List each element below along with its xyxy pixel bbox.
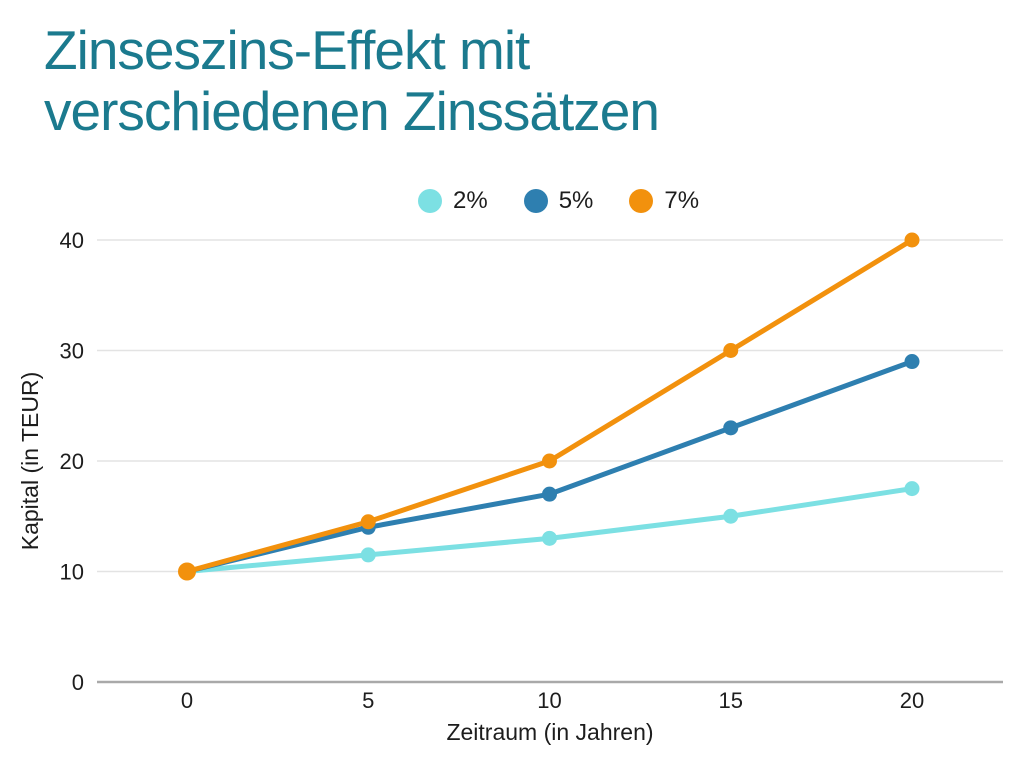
data-point-7%-year20 — [904, 232, 920, 248]
x-tick-label-10: 10 — [537, 688, 561, 713]
y-tick-label-0: 0 — [72, 670, 84, 695]
data-point-2%-year5 — [360, 547, 376, 563]
data-point-7%-year10 — [542, 453, 557, 469]
y-axis-label: Kapital (in TEUR) — [17, 372, 43, 551]
data-point-2%-year20 — [904, 481, 920, 497]
x-tick-label-0: 0 — [181, 688, 193, 713]
x-tick-label-20: 20 — [900, 688, 924, 713]
x-tick-label-15: 15 — [719, 688, 743, 713]
chart-title-line2: verschiedenen Zinssätzen — [44, 79, 660, 142]
legend-item-5pct: 5% — [523, 187, 594, 215]
data-point-7%-year5 — [360, 514, 376, 530]
x-axis-label: Zeitraum (in Jahren) — [446, 719, 653, 745]
chart-title: Zinseszins-Effekt mit verschiedenen Zins… — [44, 19, 660, 142]
x-tick-label-5: 5 — [362, 688, 374, 713]
legend-dot-5pct-icon — [523, 189, 548, 213]
y-tick-label-20: 20 — [60, 449, 84, 474]
legend-dot-2pct-icon — [418, 189, 442, 213]
y-tick-label-30: 30 — [60, 339, 84, 364]
legend-label-5pct: 5% — [558, 187, 594, 214]
data-point-5%-year20 — [904, 354, 920, 370]
series-line-7% — [184, 237, 915, 574]
legend-dot-7pct-icon — [629, 189, 654, 213]
data-point-2%-year15 — [723, 508, 739, 524]
legend-item-2pct: 2% — [418, 187, 488, 215]
legend-label-2pct: 2% — [453, 187, 488, 214]
data-point-7%-year0 — [178, 562, 196, 581]
legend-label-7pct: 7% — [664, 187, 700, 214]
data-point-5%-year10 — [542, 486, 557, 502]
data-point-7%-year15 — [723, 343, 739, 358]
data-point-5%-year15 — [723, 420, 739, 436]
data-point-2%-year10 — [542, 530, 557, 546]
chart-title-line1: Zinseszins-Effekt mit — [44, 19, 530, 81]
y-tick-label-10: 10 — [60, 560, 84, 585]
chart-legend: 2% 5% 7% — [418, 187, 699, 215]
y-tick-label-40: 40 — [60, 228, 84, 253]
legend-item-7pct: 7% — [629, 187, 699, 215]
